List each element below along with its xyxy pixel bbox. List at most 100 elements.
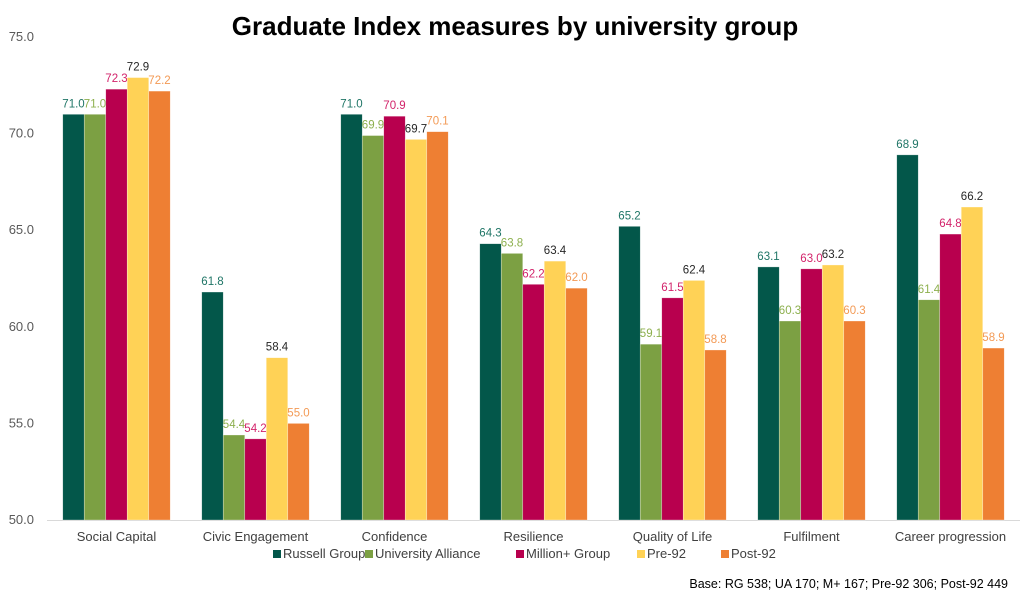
- category-label: Confidence: [362, 529, 428, 544]
- data-label: 71.0: [62, 98, 84, 110]
- bar: [960, 206, 984, 521]
- category-label: Fulfilment: [783, 529, 840, 544]
- data-label: 58.8: [704, 334, 726, 346]
- data-label: 65.2: [618, 210, 640, 222]
- bar: [62, 113, 85, 521]
- data-label: 58.9: [982, 332, 1004, 344]
- data-label: 58.4: [266, 342, 289, 354]
- data-label: 62.2: [522, 268, 544, 280]
- data-label: 63.8: [501, 237, 523, 249]
- legend-swatch: [365, 550, 373, 558]
- bar: [201, 291, 224, 521]
- bars: 71.0 71.072.372.972.261.854.4 54.258.455.0…: [62, 62, 1005, 521]
- bar: [800, 268, 823, 521]
- data-label: 69.7: [405, 123, 427, 135]
- legend-label: Post-92: [731, 546, 776, 561]
- bar: [222, 434, 246, 521]
- data-label: 64.3: [479, 228, 501, 240]
- bar: [661, 297, 684, 521]
- legend-swatch: [273, 550, 281, 558]
- data-label: 63.1: [757, 251, 779, 263]
- legend-swatch: [516, 550, 524, 558]
- bar: [917, 299, 941, 521]
- bar: [565, 287, 588, 521]
- bar: [896, 154, 919, 521]
- data-label: 62.4: [683, 264, 706, 276]
- data-label: 63.4: [544, 245, 567, 257]
- data-label: 72.9: [127, 62, 149, 74]
- bar: [105, 88, 128, 521]
- bar: [639, 343, 663, 521]
- data-label: 72.2: [148, 75, 170, 87]
- bar: [426, 131, 449, 521]
- category-label: Social Capital: [77, 529, 157, 544]
- bar: [500, 253, 524, 521]
- data-label: 69.9: [362, 120, 384, 132]
- data-label: 54.2: [244, 423, 266, 435]
- x-axis: Social Capital Civic Engagement Confidence…: [77, 529, 1006, 544]
- legend-label: Million+ Group: [526, 546, 610, 561]
- data-label: 71.0: [340, 98, 362, 110]
- legend-swatch: [637, 550, 645, 558]
- data-label: 64.8: [939, 218, 961, 230]
- data-label: 60.3: [779, 305, 801, 317]
- legend-label: Pre-92: [647, 546, 686, 561]
- bar: [522, 283, 545, 521]
- chart-title: Graduate Index measures by university gr…: [232, 11, 798, 41]
- bar: [83, 113, 107, 521]
- bar: [244, 438, 267, 521]
- bar: [404, 139, 428, 521]
- data-label: 60.3: [843, 305, 865, 317]
- data-label: 66.2: [961, 191, 983, 203]
- data-label: 70.1: [426, 116, 448, 128]
- category-label: Career progression: [895, 529, 1006, 544]
- data-label: 59.1: [640, 328, 662, 340]
- data-label: 61.8: [201, 276, 223, 288]
- bar: [757, 266, 780, 521]
- y-tick-label: 55.0: [9, 415, 34, 430]
- y-tick-label: 60.0: [9, 319, 34, 334]
- data-label: 61.4: [918, 284, 941, 296]
- data-label: 72.3: [105, 73, 127, 85]
- y-tick-label: 70.0: [9, 126, 34, 141]
- bar: [618, 226, 641, 521]
- data-label: 63.0: [800, 253, 822, 265]
- legend-label: University Alliance: [375, 546, 481, 561]
- bar: [821, 264, 845, 521]
- legend: Russell Group University Alliance Million+…: [273, 546, 776, 561]
- y-axis: 50.0 55.0 60.0 65.0 70.0 75.0: [9, 29, 1020, 527]
- legend-label: Russell Group: [283, 546, 365, 561]
- bar: [982, 347, 1005, 521]
- bar: [843, 320, 866, 521]
- bar: [126, 77, 150, 521]
- legend-swatch: [721, 550, 729, 558]
- category-label: Resilience: [504, 529, 564, 544]
- data-label: 54.4: [223, 419, 246, 431]
- bar: [287, 423, 310, 521]
- category-label: Civic Engagement: [203, 529, 309, 544]
- bar: [778, 320, 802, 521]
- bar: [383, 115, 406, 521]
- bar: [704, 349, 727, 521]
- bar: [939, 233, 962, 521]
- base-note: Base: RG 538; UA 170; M+ 167; Pre-92 306…: [689, 577, 1008, 591]
- category-label: Quality of Life: [633, 529, 713, 544]
- data-label: 62.0: [565, 272, 587, 284]
- bar: [148, 90, 171, 521]
- data-label: 70.9: [383, 100, 405, 112]
- bar: [682, 280, 706, 521]
- bar: [265, 357, 289, 521]
- bar: [479, 243, 502, 521]
- data-label: 61.5: [661, 282, 683, 294]
- y-tick-label: 50.0: [9, 512, 34, 527]
- bar: [361, 135, 385, 521]
- bar: [340, 113, 363, 521]
- data-label: 63.2: [822, 249, 844, 261]
- data-label: 71.0: [84, 98, 106, 110]
- bar: [543, 260, 567, 521]
- y-tick-label: 65.0: [9, 222, 34, 237]
- y-tick-label: 75.0: [9, 29, 34, 44]
- data-label: 55.0: [287, 407, 309, 419]
- data-label: 68.9: [896, 139, 918, 151]
